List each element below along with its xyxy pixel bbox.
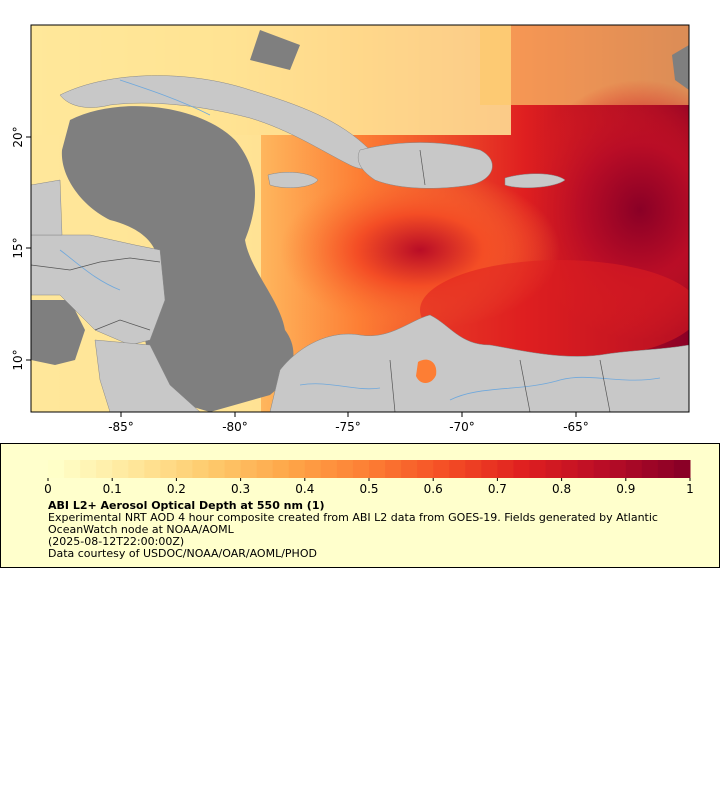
colorbar-tick-label: 0.1 [103, 482, 122, 496]
land-central-america [31, 234, 166, 346]
colorbar-cell [481, 460, 498, 478]
colorbar-cell [112, 460, 129, 478]
colorbar-cell [48, 460, 65, 478]
lat-tick-label: 20° [11, 126, 25, 147]
colorbar-cell [160, 460, 177, 478]
colorbar-cell [609, 460, 627, 478]
colorbar-cells [48, 460, 691, 478]
colorbar-cell [369, 460, 386, 478]
colorbar-tick-label: 0.2 [167, 482, 186, 496]
colorbar-cell [593, 460, 611, 478]
map-content [31, 25, 689, 412]
lon-tick-label: -65° [563, 420, 589, 434]
lon-tick-label: -75° [335, 420, 361, 434]
colorbar-cell [192, 460, 209, 478]
colorbar-cell [336, 460, 354, 478]
colorbar-cell [385, 460, 402, 478]
colorbar-tick-label: 0.4 [295, 482, 314, 496]
colorbar-tick-label: 0.5 [359, 482, 378, 496]
colorbar-cell [577, 460, 595, 478]
borders [31, 149, 611, 412]
lake-maracaibo [416, 359, 437, 384]
colorbar-tick-label: 0.8 [552, 482, 571, 496]
colorbar-cell [513, 460, 530, 478]
colorbar-cell [176, 460, 193, 478]
colorbar-cell [352, 460, 370, 478]
colorbar-cell [657, 460, 675, 478]
colorbar-cell [80, 460, 97, 478]
colorbar-cell [417, 460, 434, 478]
colorbar-cell [288, 460, 306, 478]
lon-tick-label: -80° [222, 420, 248, 434]
colorbar-tick-label: 0.9 [616, 482, 635, 496]
colorbar-cell [625, 460, 643, 478]
colorbar-cell [224, 460, 242, 478]
lat-tick-label: 15° [11, 237, 25, 258]
land-puerto-rico [504, 173, 566, 188]
colorbar-cell [433, 460, 450, 478]
lon-tick-label: -70° [449, 420, 475, 434]
colorbar-cell [64, 460, 81, 478]
colorbar-cell [208, 460, 226, 478]
lon-tick-label: -85° [108, 420, 134, 434]
colorbar-tick-label: 0.6 [424, 482, 443, 496]
colorbar-tick-label: 0 [44, 482, 52, 496]
colorbar-ticks: 0 0.1 0.2 0.3 0.4 0.5 0.6 0.7 0.8 0.9 1 [44, 478, 694, 496]
land-south-america [269, 314, 689, 412]
aod-plume-south [420, 260, 689, 360]
colorbar-cell [320, 460, 338, 478]
colorbar-cell [304, 460, 322, 478]
colorbar-cell [561, 460, 579, 478]
colorbar-cell [497, 460, 514, 478]
caption-timestamp: (2025-08-12T22:00:00Z) [48, 535, 185, 548]
colorbar-cell [545, 460, 563, 478]
caption: ABI L2+ Aerosol Optical Depth at 550 nm … [48, 500, 688, 560]
lat-tick-label: 10° [11, 349, 25, 370]
colorbar-cell [449, 460, 466, 478]
land-yucatan [31, 179, 63, 236]
caption-description: Experimental NRT AOD 4 hour composite cr… [48, 511, 658, 536]
colorbar-cell [240, 460, 258, 478]
colorbar-cell [529, 460, 547, 478]
colorbar-cell [673, 460, 691, 478]
colorbar-cell [465, 460, 482, 478]
colorbar-cell [272, 460, 290, 478]
land-hispaniola [357, 142, 493, 189]
axis-ticks [26, 136, 577, 417]
land-jamaica [267, 172, 319, 188]
rivers [59, 79, 661, 401]
colorbar-tick-label: 1 [686, 482, 694, 496]
colorbar-tick-label: 0.7 [488, 482, 507, 496]
aod-map: -85° -80° -75° -70° -65° 10° 15° 20° [11, 24, 690, 434]
colorbar-cell [96, 460, 113, 478]
colorbar-cell [256, 460, 274, 478]
colorbar-cell [128, 460, 145, 478]
colorbar-cell [401, 460, 418, 478]
colorbar-cell [641, 460, 659, 478]
no-data-gulf [61, 106, 294, 412]
legend-panel: 0 0.1 0.2 0.3 0.4 0.5 0.6 0.7 0.8 0.9 1 ABI L2+ Ae… [0, 443, 720, 568]
colorbar-tick-label: 0.3 [231, 482, 250, 496]
colorbar-cell [144, 460, 161, 478]
map-frame [30, 24, 690, 413]
land-central-america-south [94, 339, 201, 412]
caption-credit: Data courtesy of USDOC/NOAA/OAR/AOML/PHO… [48, 547, 317, 560]
caption-title: ABI L2+ Aerosol Optical Depth at 550 nm … [48, 499, 325, 512]
colorbar: 0 0.1 0.2 0.3 0.4 0.5 0.6 0.7 0.8 0.9 1 [44, 460, 694, 496]
land-cuba [59, 75, 377, 170]
no-data-north [250, 30, 300, 70]
map-panel: -85° -80° -75° -70° -65° 10° 15° 20° [11, 24, 690, 434]
no-data-sw [31, 300, 85, 365]
